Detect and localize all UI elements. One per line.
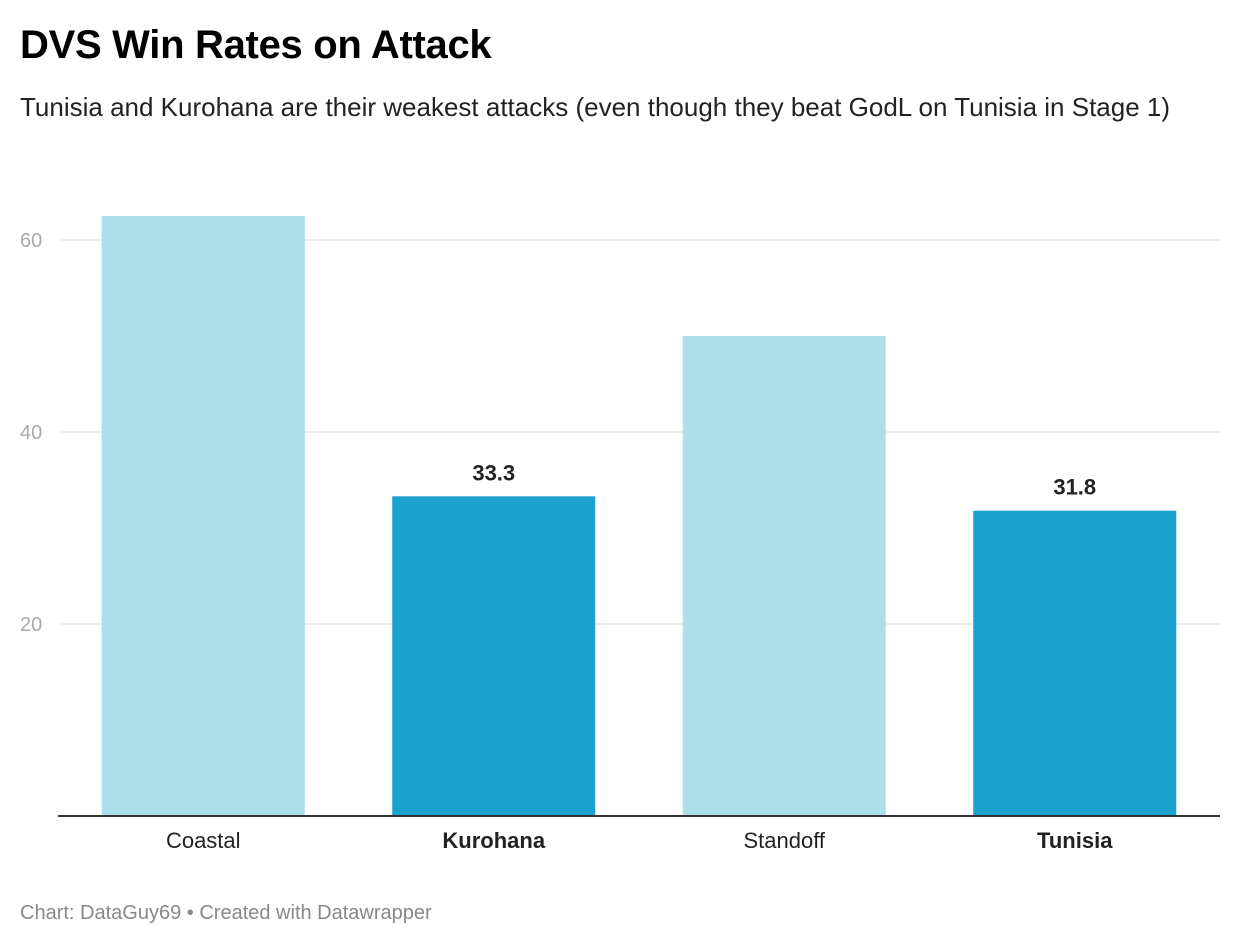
chart-subtitle: Tunisia and Kurohana are their weakest a… — [20, 92, 1171, 122]
bar-value-label: 31.8 — [1053, 475, 1096, 500]
chart-footer: Chart: DataGuy69 • Created with Datawrap… — [20, 900, 432, 926]
x-category-label: Tunisia — [1037, 828, 1113, 853]
footer-credit: Created with Datawrapper — [199, 902, 432, 924]
x-category-label: Standoff — [743, 828, 825, 853]
y-tick-label: 40 — [20, 422, 42, 444]
bar — [973, 510, 1177, 816]
chart-title: DVS Win Rates on Attack — [20, 23, 492, 67]
bar-value-label: 33.3 — [472, 460, 515, 485]
x-category-label: Coastal — [166, 828, 241, 853]
bar — [392, 496, 596, 816]
y-tick-label: 60 — [20, 230, 42, 252]
y-tick-label: 20 — [20, 614, 42, 636]
footer-source: Chart: DataGuy69 — [20, 902, 182, 924]
x-category-label: Kurohana — [442, 828, 545, 853]
footer-separator: • — [186, 902, 194, 924]
bar-chart: 20 40 60 Coastal 33.3 Kurohana Standoff 31.8 Tun… — [20, 216, 1220, 853]
bar — [101, 216, 305, 816]
bar — [682, 336, 886, 816]
